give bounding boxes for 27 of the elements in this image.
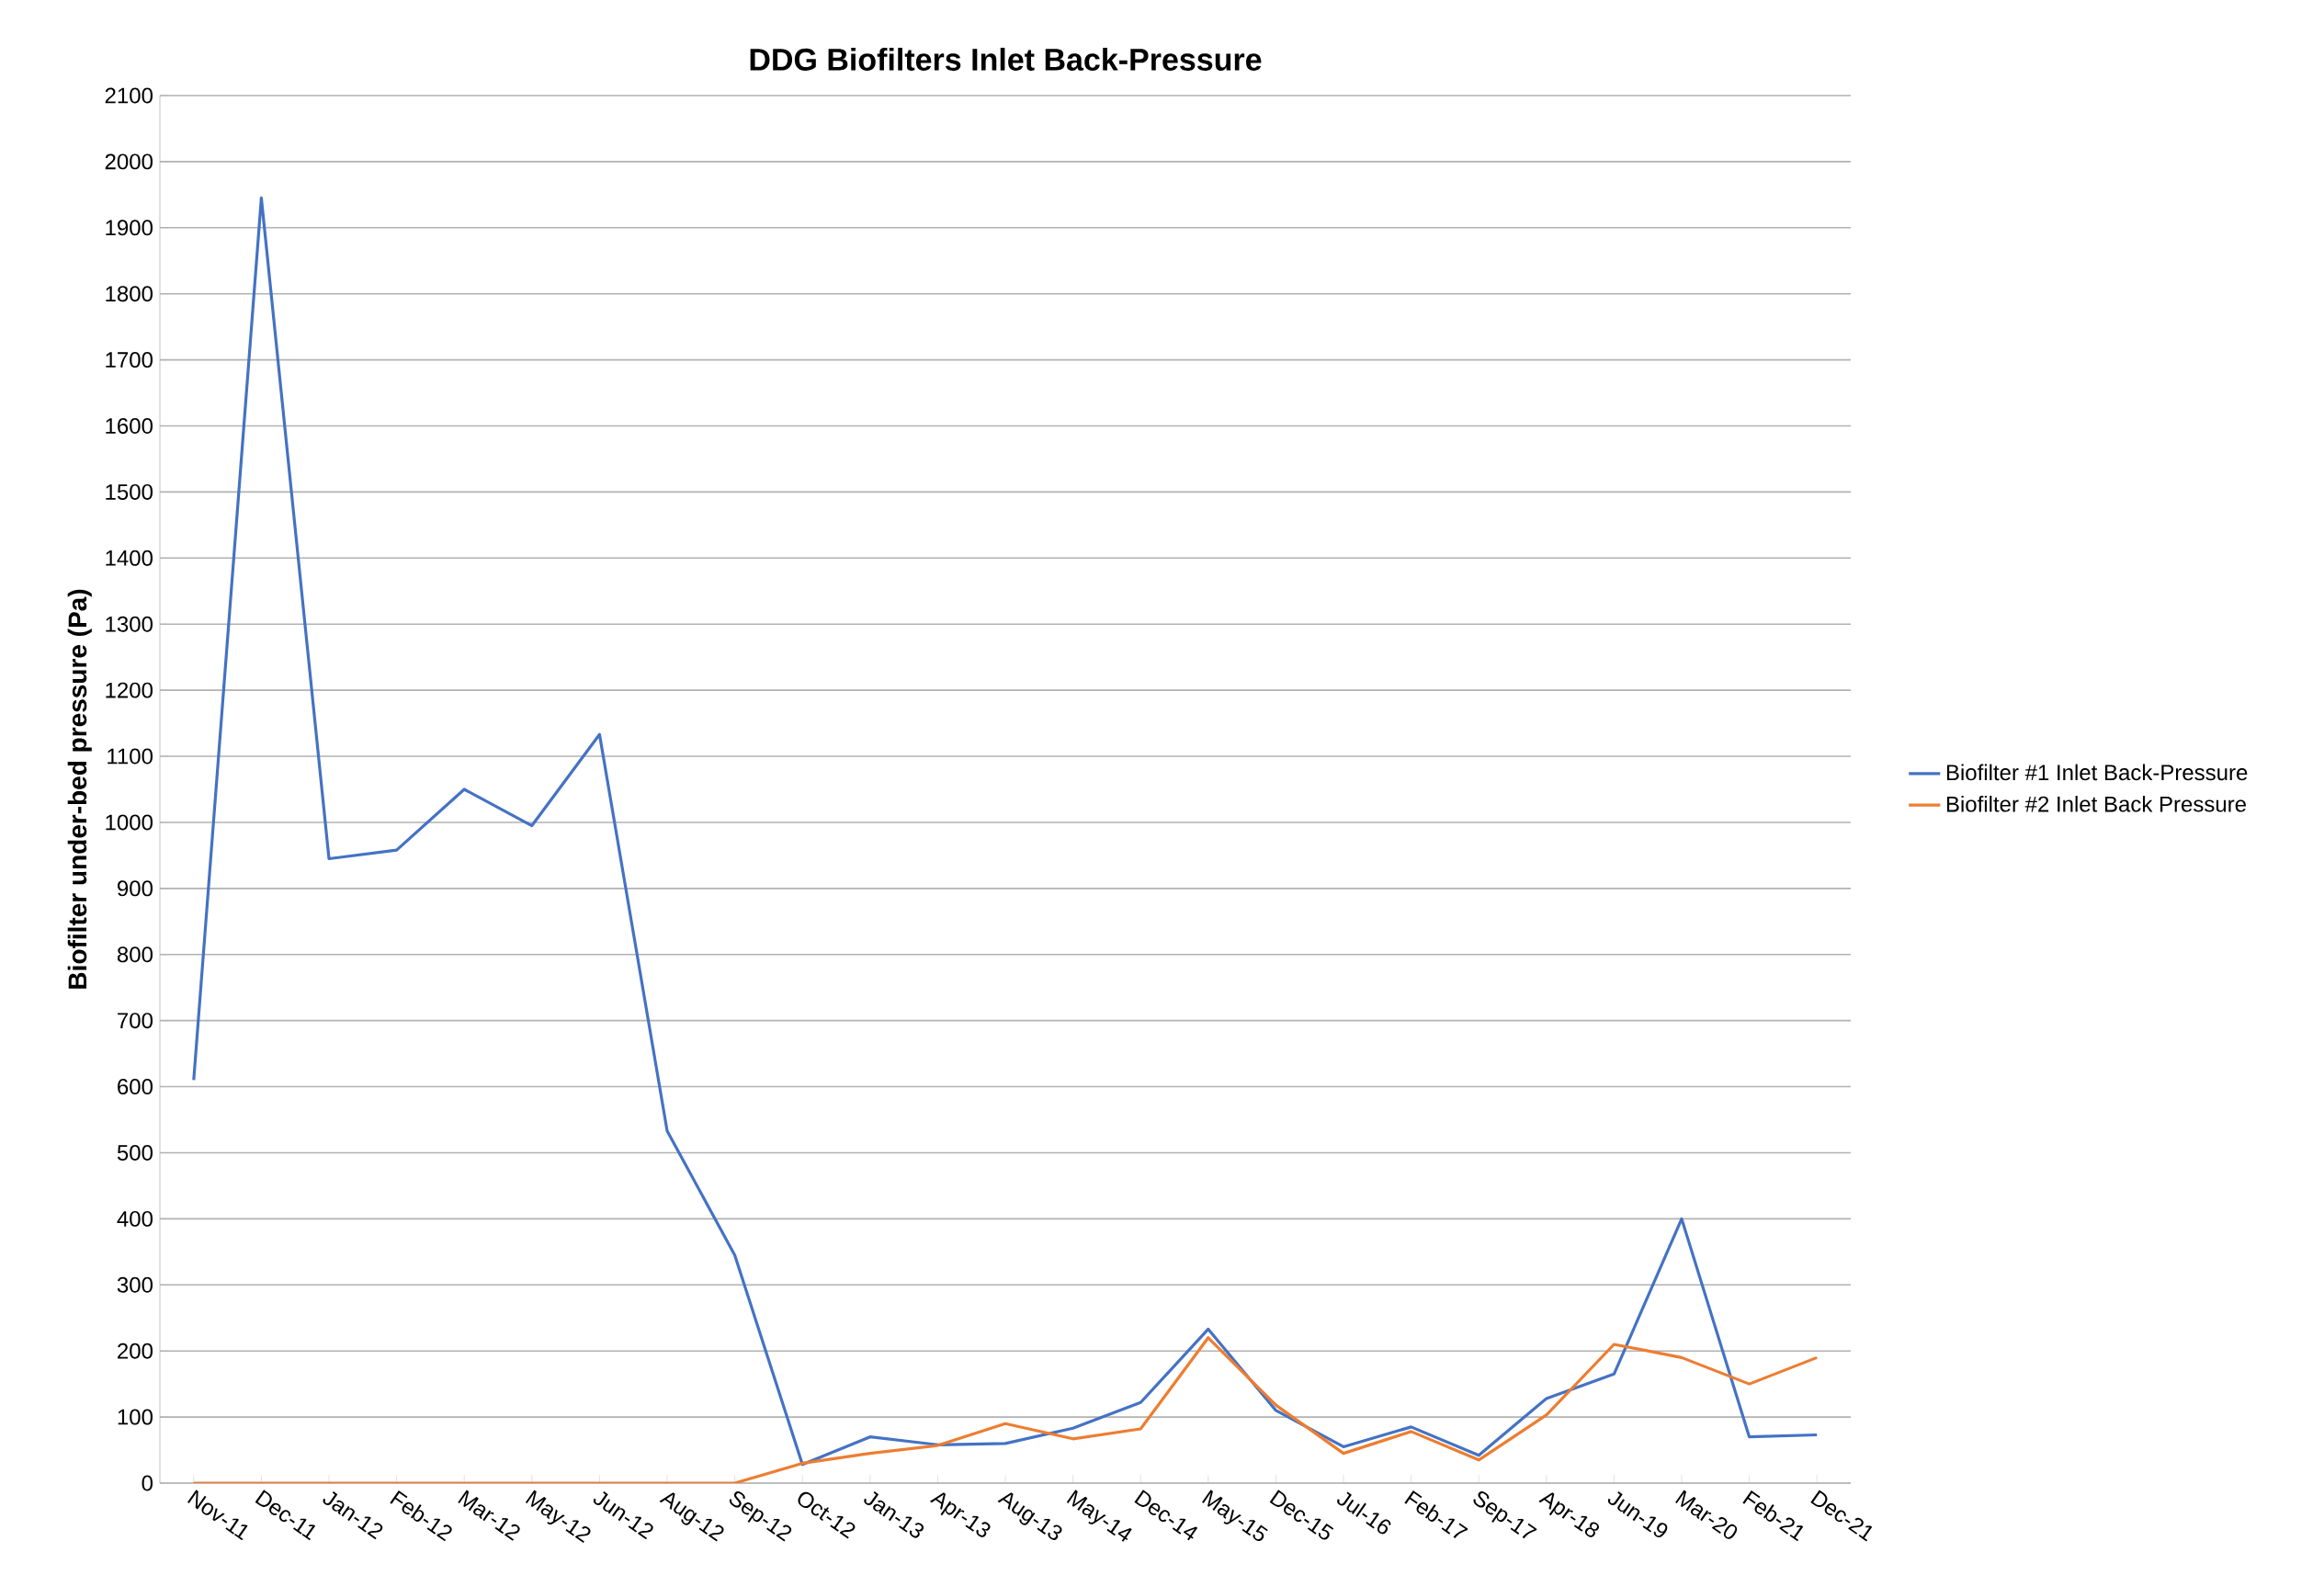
y-tick-label: 1100 [108,748,153,765]
y-tick-label: 1400 [106,550,153,566]
line-series [192,196,1819,1467]
y-tick-label: 1900 [106,220,153,236]
chart-title: DDG Biofilters Inlet Back-Pressure [750,47,1262,71]
y-tick-label: 1200 [106,682,153,698]
y-tick-label: 0 [142,1475,153,1491]
y-tick-label: 200 [118,1343,153,1359]
y-tick-label: 900 [118,880,153,897]
y-tick-label: 400 [117,1210,153,1227]
y-tick-label: 2000 [105,153,153,170]
y-tick-label: 500 [117,1144,153,1161]
y-tick-label: 2100 [105,87,153,104]
y-tick-label: 300 [117,1276,153,1293]
y-tick-label: 100 [118,1409,153,1425]
y-tick-label: 1300 [106,616,153,632]
y-tick-label: 1500 [106,483,153,500]
y-tick-label: 1800 [106,286,153,302]
y-tick-label: 800 [117,946,153,963]
y-tick-label: 1000 [106,814,153,831]
y-tick-label: 1600 [106,418,153,434]
legend-label: Biofilter #2 Inlet Back Pressure [1946,796,2246,812]
y-axis-title: Biofilter under-bed pressure (Pa) [67,589,92,989]
legend-label: Biofilter #1 Inlet Back-Pressure [1946,764,2248,781]
y-tick-label: 1700 [106,352,153,368]
y-tick-label: 700 [118,1013,153,1029]
y-tick-label: 600 [118,1079,153,1095]
